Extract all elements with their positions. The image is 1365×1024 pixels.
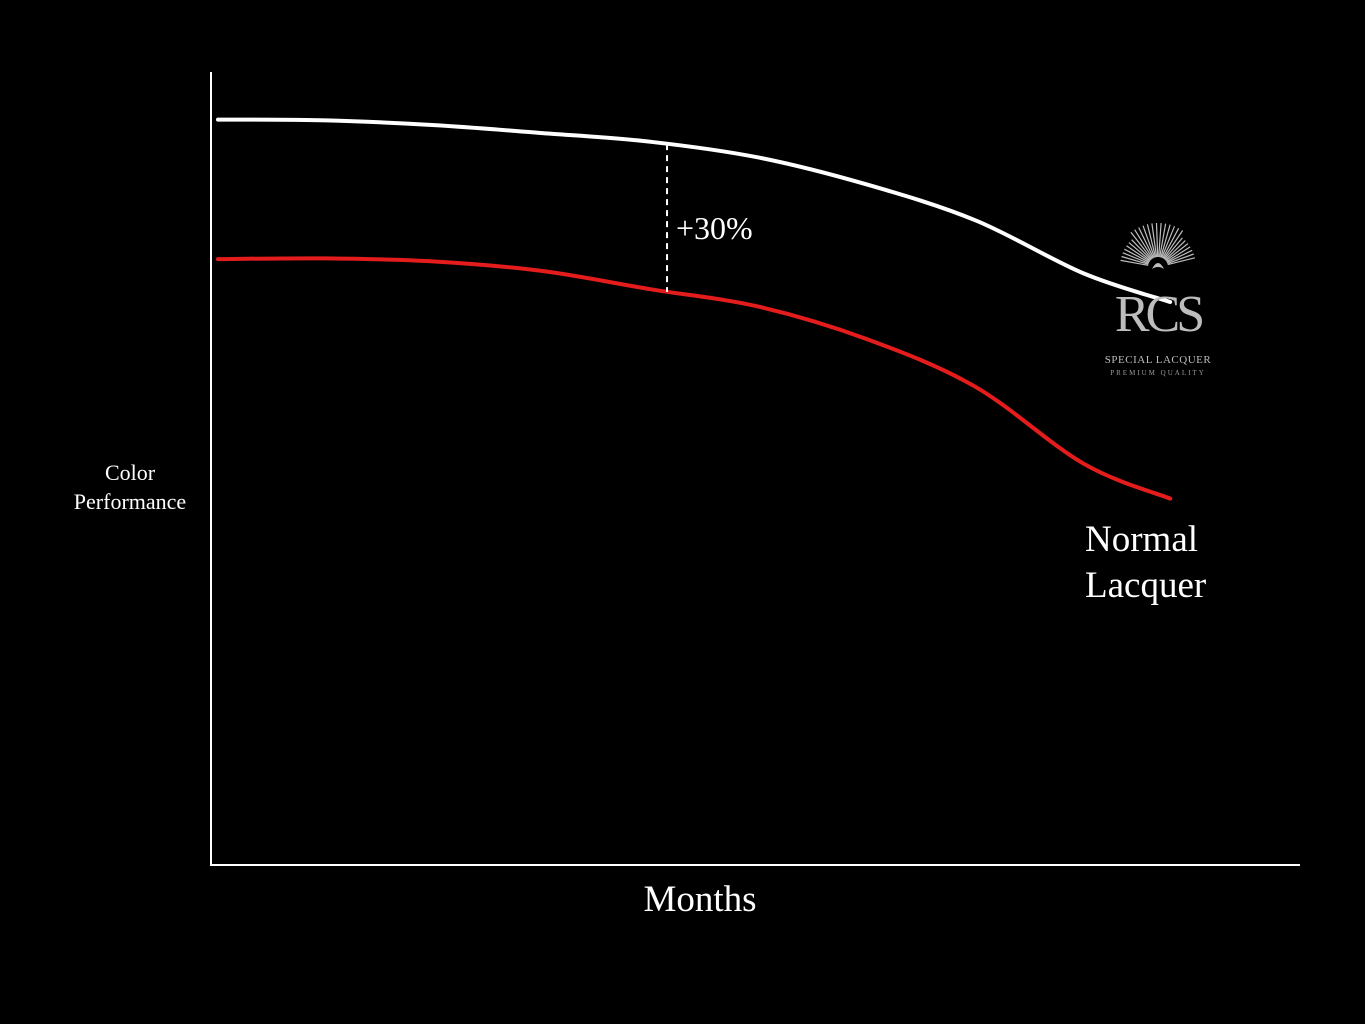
series-label-line-1: Normal [1085, 519, 1199, 560]
sunburst-ray [1142, 225, 1156, 258]
logo-subtagline: PREMIUM QUALITY [1110, 369, 1206, 377]
y-axis-label-line-1: Color [104, 460, 156, 485]
logo-tagline: SPECIAL LACQUER [1104, 354, 1212, 366]
sunburst-ray [1151, 223, 1158, 258]
sunburst-ray [1167, 253, 1194, 265]
sunburst-ray [1126, 245, 1151, 262]
gap-annotation: +30% [676, 210, 753, 246]
sunburst-ray [1161, 225, 1176, 258]
sunburst-ray [1159, 223, 1167, 258]
sunburst-ray [1166, 249, 1193, 264]
sunburst-ray [1165, 243, 1189, 262]
sunburst-ray [1146, 224, 1157, 258]
sunburst-ray [1134, 229, 1154, 259]
sunburst-icon [1120, 222, 1196, 269]
sunburst-ray [1163, 237, 1183, 260]
sunburst-ray [1162, 227, 1180, 259]
sunburst-ray [1164, 240, 1186, 261]
sunburst-ray [1158, 223, 1162, 258]
y-axis-label: Color Performance [40, 458, 220, 516]
sunburst-ray [1130, 231, 1153, 260]
sunburst-ray [1167, 257, 1196, 266]
sunburst-ray [1138, 227, 1155, 259]
sunburst-ray [1121, 255, 1149, 265]
x-axis-label: Months [643, 879, 757, 920]
y-axis-label-line-2: Performance [73, 489, 187, 514]
logo-mark: RCS [1114, 286, 1205, 343]
premium-series-line [216, 117, 1173, 304]
sunburst-ray [1160, 224, 1171, 258]
sunburst-ray [1124, 248, 1150, 263]
series-label-line-2: Lacquer [1085, 565, 1207, 606]
normal-lacquer-label: Normal Lacquer [1085, 517, 1206, 609]
sunburst-ray [1163, 230, 1184, 260]
normal-series-line [216, 256, 1173, 501]
rcs-logo: RCS SPECIAL LACQUER PREMIUM QUALITY [1098, 215, 1218, 385]
sunburst-ray [1122, 252, 1149, 264]
sunburst-ray [1166, 246, 1191, 263]
sunburst-ray [1120, 259, 1149, 266]
sunburst-ray [1155, 222, 1159, 258]
series-layer [216, 117, 1173, 501]
sunburst-ray [1128, 242, 1151, 262]
sunburst-ray [1131, 239, 1152, 261]
